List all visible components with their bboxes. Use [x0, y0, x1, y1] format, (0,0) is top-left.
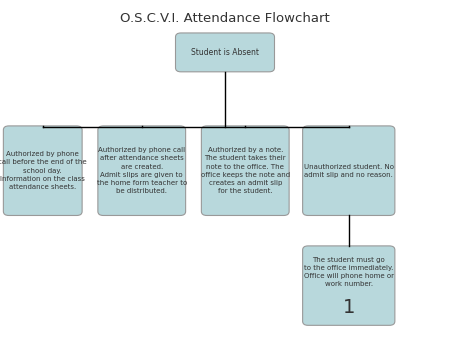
Text: Student is Absent: Student is Absent	[191, 48, 259, 57]
Text: The student must go
to the office immediately.
Office will phone home or
work nu: The student must go to the office immedi…	[304, 257, 394, 287]
FancyBboxPatch shape	[202, 126, 289, 216]
Text: Authorized by phone call
after attendance sheets
are created.
Admit slips are gi: Authorized by phone call after attendanc…	[97, 147, 187, 194]
FancyBboxPatch shape	[176, 33, 274, 72]
FancyBboxPatch shape	[4, 126, 82, 216]
Text: Authorized by phone
call before the end of the
school day.
Information on the cl: Authorized by phone call before the end …	[0, 151, 87, 190]
FancyBboxPatch shape	[98, 126, 185, 216]
Text: Authorized by a note.
The student takes their
note to the office. The
office kee: Authorized by a note. The student takes …	[201, 147, 290, 194]
FancyBboxPatch shape	[302, 126, 395, 216]
Text: Unauthorized student. No
admit slip and no reason.: Unauthorized student. No admit slip and …	[304, 164, 394, 178]
FancyBboxPatch shape	[302, 246, 395, 325]
Text: 1: 1	[342, 298, 355, 317]
Text: O.S.C.V.I. Attendance Flowchart: O.S.C.V.I. Attendance Flowchart	[120, 12, 330, 25]
